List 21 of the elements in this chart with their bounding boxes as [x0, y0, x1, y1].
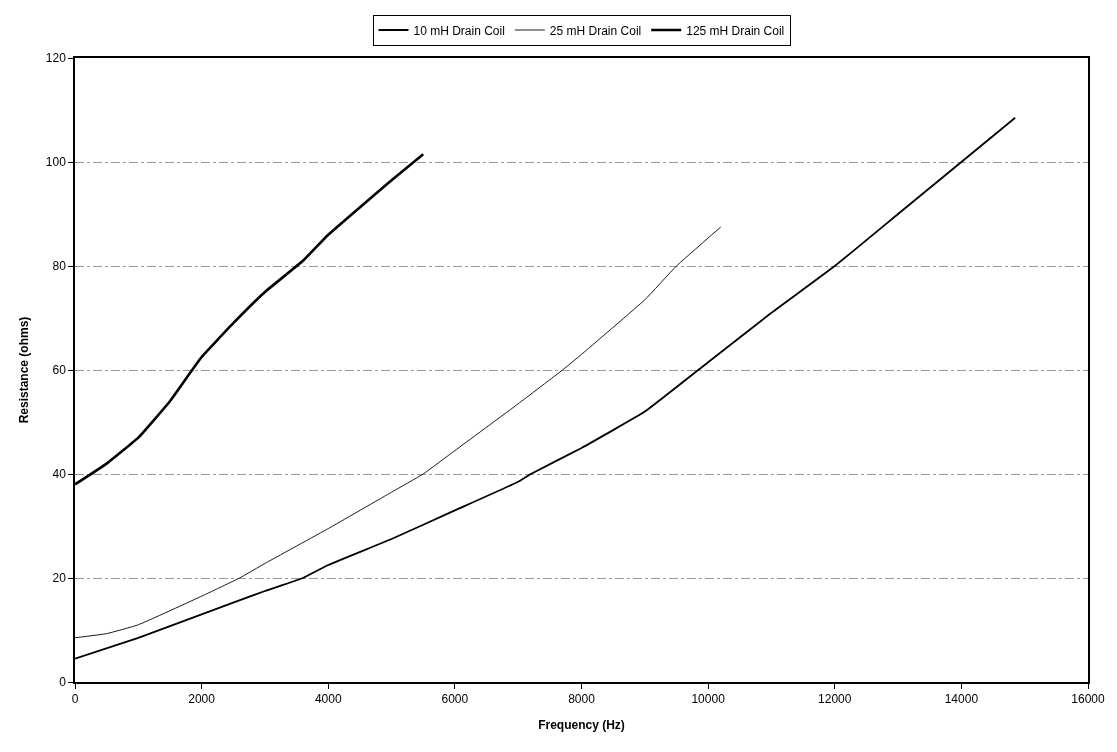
- y-tick-label: 0: [59, 675, 67, 690]
- legend-label: 25 mH Drain Coil: [549, 23, 642, 38]
- y-tick-label: 100: [45, 155, 67, 170]
- legend-label: 125 mH Drain Coil: [686, 23, 785, 38]
- y-tick-label: 40: [52, 467, 67, 482]
- y-tick-label: 20: [52, 571, 67, 586]
- x-tick-label: 2000: [188, 692, 216, 707]
- y-axis-title: Resistance (ohms): [16, 316, 31, 424]
- x-axis-title: Frequency (Hz): [538, 717, 625, 732]
- x-tick-label: 0: [71, 692, 79, 707]
- x-tick-label: 10000: [691, 692, 726, 707]
- y-tick-label: 120: [45, 51, 67, 66]
- x-tick-label: 8000: [568, 692, 596, 707]
- y-tick-label: 80: [52, 259, 67, 274]
- x-tick-label: 14000: [944, 692, 979, 707]
- x-tick-label: 12000: [818, 692, 852, 707]
- x-tick-label: 4000: [314, 692, 342, 707]
- y-tick-label: 60: [52, 363, 67, 378]
- x-tick-label: 6000: [441, 692, 469, 707]
- legend-label: 10 mH Drain Coil: [413, 23, 505, 38]
- x-tick-label: 16000: [1071, 692, 1106, 707]
